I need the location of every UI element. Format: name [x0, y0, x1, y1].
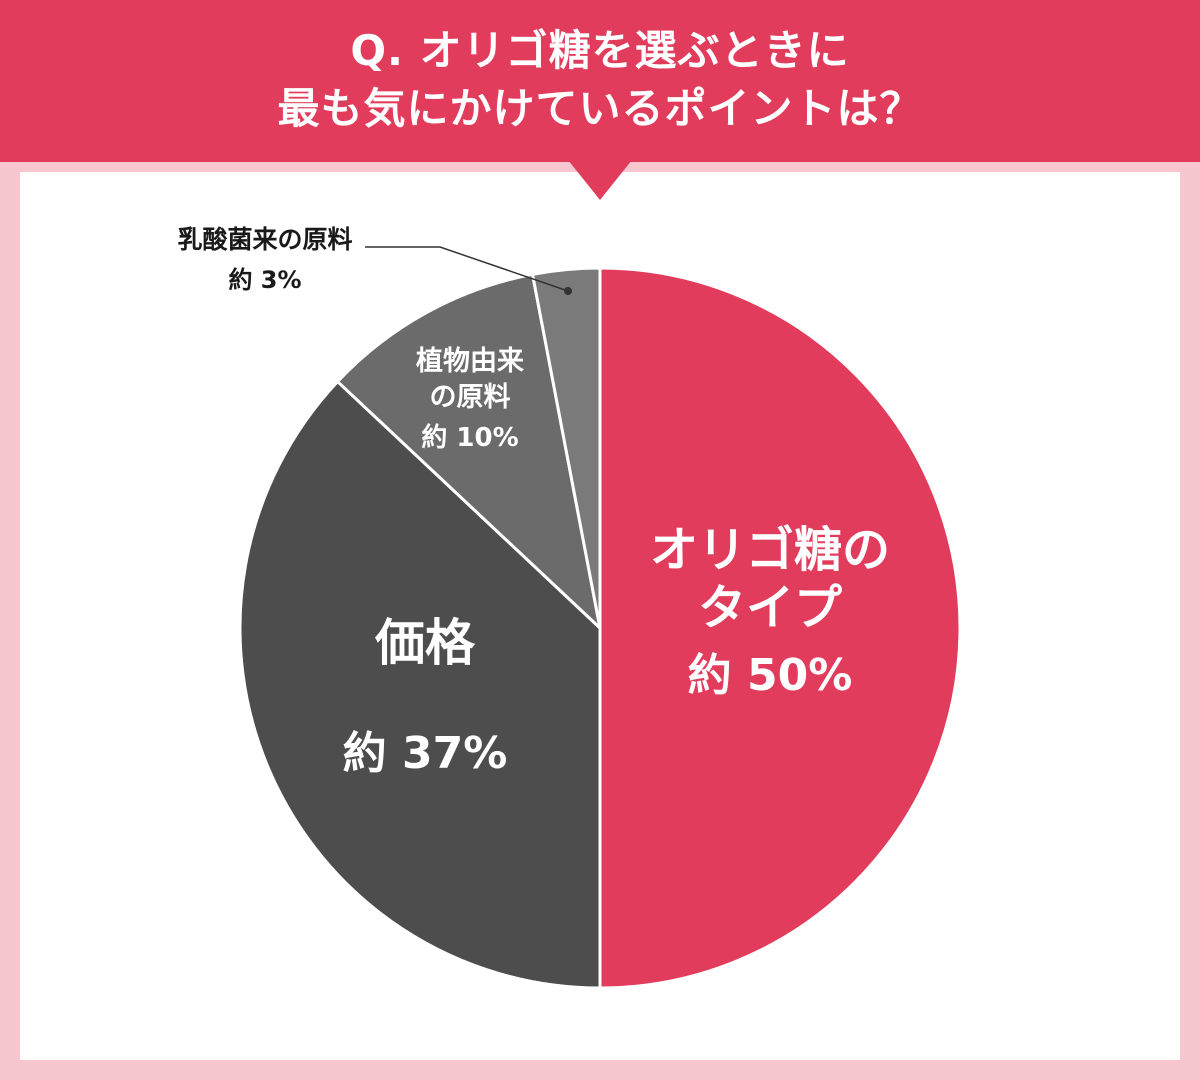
- pie-slice-0: [598, 266, 962, 990]
- slice-label-3-line-0: 乳酸菌来の原料: [177, 225, 352, 254]
- title-line-2: 最も気にかけているポイントは？: [277, 84, 923, 133]
- pie-slice-3: [531, 266, 602, 630]
- leader-dot-3: [564, 287, 572, 295]
- slice-value-3: 約 3%: [228, 266, 301, 294]
- slice-label-1-line-0: 価格: [374, 614, 476, 672]
- pie-slice-2: [336, 272, 602, 630]
- slice-value-0: 約 50%: [688, 650, 853, 701]
- title-banner: [0, 0, 1200, 162]
- pie-slice-1: [238, 380, 602, 990]
- page-title: Q. オリゴ糖を選ぶときに 最も気にかけているポイントは？: [0, 22, 1200, 138]
- slice-value-2: 約 10%: [421, 422, 518, 453]
- leader-line-3: [365, 246, 569, 292]
- banner-pointer: [568, 160, 632, 200]
- slice-label-0-line-0: オリゴ糖の: [650, 522, 890, 578]
- slice-value-1: 約 37%: [343, 728, 508, 779]
- slice-label-2-line-0: 植物由来: [416, 345, 524, 377]
- slice-label-2-line-1: の原料: [430, 382, 511, 413]
- slice-label-0-line-1: タイプ: [698, 580, 842, 636]
- title-line-1: Q. オリゴ糖を選ぶときに: [350, 26, 850, 75]
